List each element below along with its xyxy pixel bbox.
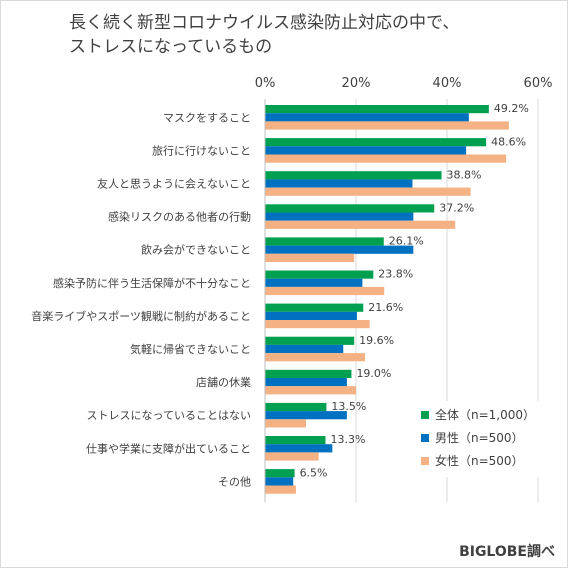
category-label: 感染予防に伴う生活保障が不十分なこと [53,276,251,290]
x-tick-label: 60% [524,76,553,91]
bar-female [265,187,471,196]
bar-total [265,402,327,412]
category-label: 仕事や学業に支障が出ていること [86,441,251,455]
source-credit: BIGLOBE調べ [459,544,555,560]
bar-total [265,369,352,378]
x-tick-label: 0% [255,76,276,91]
data-label: 37.2% [439,202,474,215]
category-label: 音楽ライブやスポーツ観戦に制約があること [31,309,251,323]
legend-background [415,401,541,477]
bar-female [265,121,509,130]
bar-male [265,378,347,387]
bar-total [265,303,364,312]
bar-female [265,353,366,362]
category-label: 旅行に行けないこと [152,143,251,157]
bar-total [265,105,489,114]
legend-label: 女性（n=500） [435,453,524,468]
bar-male [265,179,413,188]
category-label: 店舗の休業 [196,375,251,389]
category-label: 飲み会ができないこと [141,243,251,257]
bar-male [265,411,347,420]
data-label: 13.3% [331,433,366,446]
bar-male [265,344,344,354]
legend-label: 男性（n=500） [435,431,524,445]
bar-female [265,320,370,329]
data-label: 19.0% [356,367,391,380]
bar-male [265,444,333,453]
bar-male [265,113,469,122]
bar-female [265,154,507,163]
bar-total [265,469,295,478]
bar-female [265,220,456,229]
bar-total [265,138,487,147]
bar-female [265,419,306,428]
bar-total [265,204,435,213]
bar-female [265,386,356,395]
bar-female [265,452,319,461]
chart-title-line-2: ストレスになっているもの [69,37,273,57]
legend-swatch [421,411,429,419]
bar-male [265,278,363,287]
bar-male [265,146,467,155]
category-label: その他 [218,475,251,488]
bar-total [265,436,326,445]
category-label: マスクをすること [163,111,251,124]
category-label: 友人と思うように会えないこと [97,177,251,191]
category-label: 感染リスクのある他者の行動 [108,210,251,224]
bar-male [265,311,357,320]
chart-title: 長く続く新型コロナウイルス感染防止対応の中で、 ストレスになっているもの [69,11,459,59]
data-label: 49.2% [494,102,529,115]
legend-swatch [421,457,429,465]
data-label: 19.6% [359,334,394,347]
bar-male [265,245,414,254]
bar-male [265,212,414,221]
category-label: 気軽に帰省できないこと [130,342,251,356]
bar-female [265,485,296,494]
chart-title-line-1: 長く続く新型コロナウイルス感染防止対応の中で、 [69,13,460,33]
data-label: 13.5% [331,400,366,413]
bar-female [265,286,385,296]
bar-total [265,237,384,246]
data-label: 23.8% [378,268,413,281]
x-tick-label: 20% [342,76,371,91]
bar-female [265,253,355,262]
bar-total [265,336,355,345]
category-label: ストレスになっていることはない [87,409,251,422]
x-tick-label: 40% [433,76,462,91]
legend-label: 全体（n=1,000） [435,407,535,422]
bar-total [265,171,442,180]
data-label: 38.8% [447,168,482,181]
legend-swatch [421,434,429,442]
data-label: 26.1% [389,235,424,248]
bar-male [265,477,294,486]
data-label: 21.6% [368,301,403,314]
data-label: 48.6% [491,135,526,148]
bar-total [265,270,374,279]
data-label: 6.5% [300,466,328,479]
